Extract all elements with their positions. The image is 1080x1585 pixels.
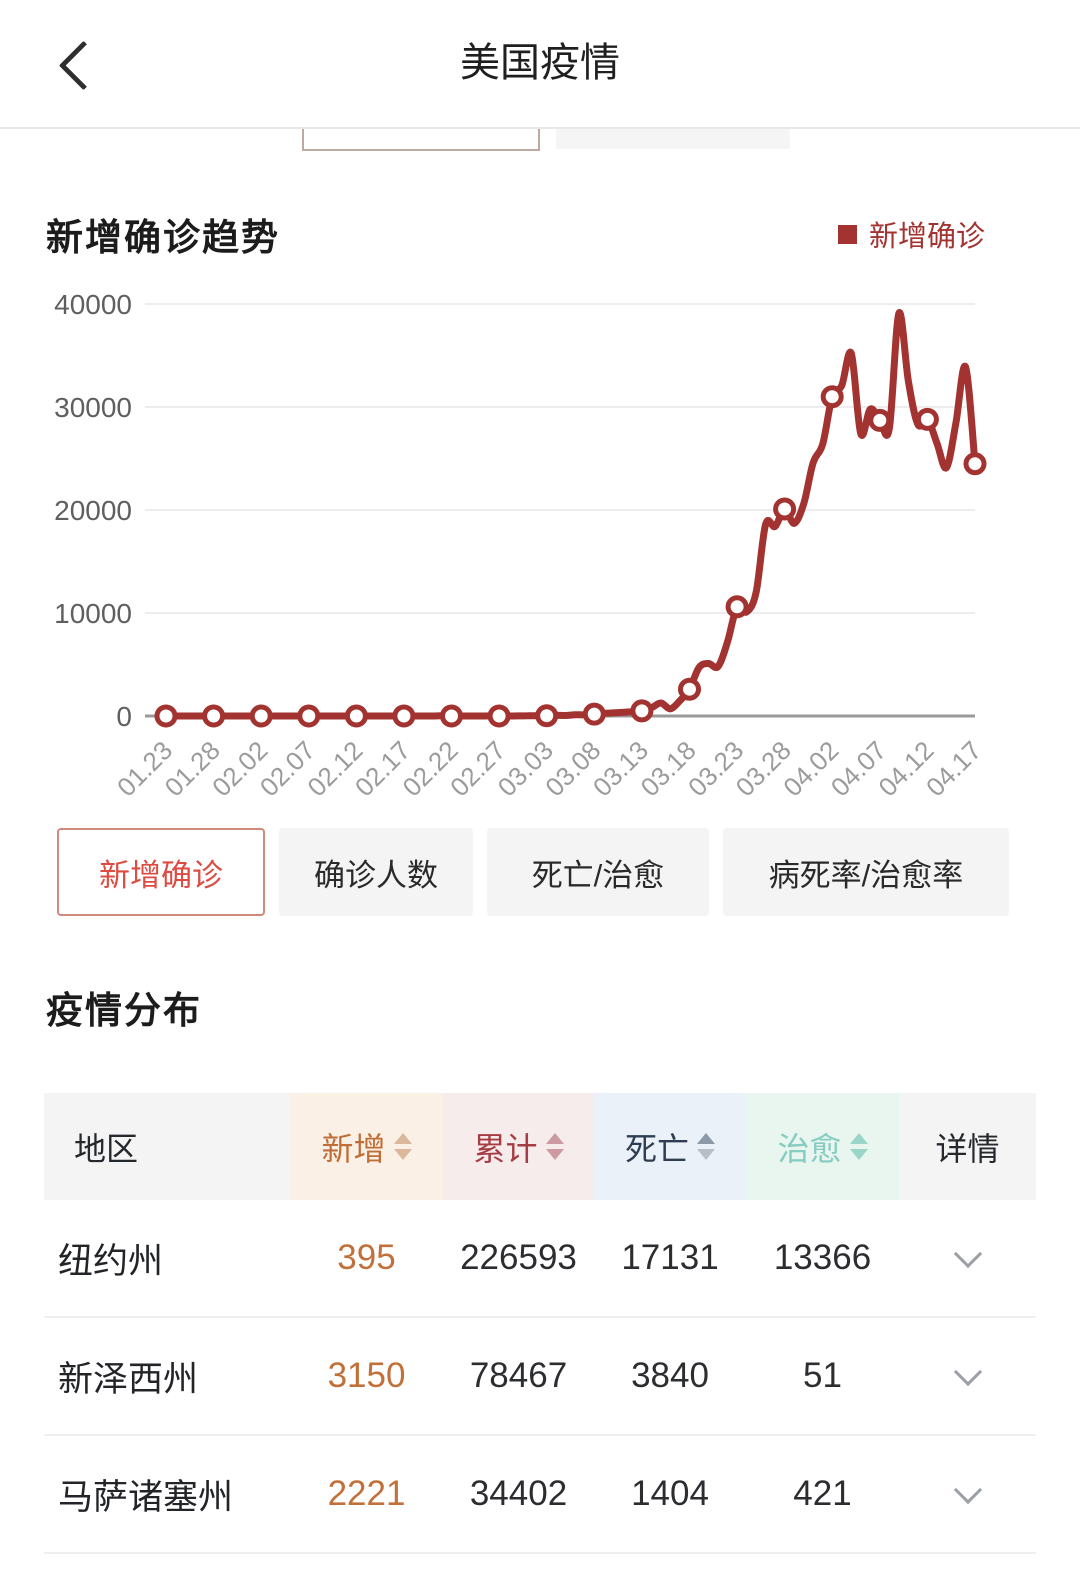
- chart-legend: 新增确诊: [837, 213, 985, 255]
- sort-icon: [545, 1133, 564, 1160]
- distribution-table: 地区 新增 累计 死亡 治愈 详情 纽约州 395 226593: [44, 1093, 1036, 1554]
- svg-text:04.02: 04.02: [777, 735, 844, 802]
- table-row: 纽约州 395 226593 17131 13366: [44, 1200, 1036, 1318]
- metric-tabs: 新增确诊 确诊人数 死亡/治愈 病死率/治愈率: [57, 828, 1009, 916]
- svg-text:04.07: 04.07: [825, 735, 892, 802]
- svg-text:03.28: 03.28: [730, 735, 797, 802]
- sort-icon: [697, 1133, 715, 1160]
- svg-text:04.17: 04.17: [920, 735, 987, 802]
- svg-text:03.03: 03.03: [492, 735, 559, 802]
- svg-text:02.22: 02.22: [397, 735, 464, 802]
- region-cell: 新泽西州: [58, 1359, 199, 1399]
- tab-fatality-cure-rate[interactable]: 病死率/治愈率: [723, 828, 1009, 916]
- partial-tab-unselected[interactable]: [556, 129, 790, 149]
- col-header-cured[interactable]: 治愈: [746, 1093, 899, 1200]
- cured-cell: 51: [803, 1356, 842, 1395]
- svg-text:03.18: 03.18: [634, 735, 701, 802]
- table-row: 马萨诸塞州 2221 34402 1404 421: [44, 1436, 1036, 1554]
- svg-text:02.02: 02.02: [206, 735, 273, 802]
- cured-cell: 421: [793, 1474, 852, 1513]
- chevron-left-icon: [58, 40, 109, 91]
- svg-text:01.23: 01.23: [111, 735, 178, 802]
- svg-text:20000: 20000: [54, 495, 132, 526]
- deaths-cell: 3840: [631, 1356, 709, 1395]
- col-header-cumulative-label: 累计: [473, 1130, 538, 1167]
- new-cell: 395: [337, 1238, 396, 1277]
- table-row: 新泽西州 3150 78467 3840 51: [44, 1318, 1036, 1436]
- col-header-deaths[interactable]: 死亡: [594, 1093, 746, 1200]
- nav-bar: 美国疫情: [0, 0, 1080, 127]
- svg-text:02.07: 02.07: [254, 735, 321, 802]
- legend-swatch: [837, 224, 857, 244]
- svg-text:0: 0: [116, 701, 132, 732]
- deaths-cell: 17131: [621, 1238, 719, 1277]
- chevron-down-icon: [953, 1357, 982, 1387]
- region-cell: 马萨诸塞州: [58, 1477, 234, 1517]
- expand-row-button[interactable]: [899, 1200, 1036, 1316]
- svg-text:04.12: 04.12: [872, 735, 939, 802]
- cured-cell: 13366: [773, 1238, 872, 1277]
- svg-text:03.13: 03.13: [587, 735, 654, 802]
- chevron-down-icon: [953, 1239, 982, 1269]
- svg-text:03.23: 03.23: [682, 735, 749, 802]
- table-header-row: 地区 新增 累计 死亡 治愈 详情: [44, 1093, 1036, 1200]
- expand-row-button[interactable]: [899, 1318, 1036, 1434]
- col-header-region: 地区: [74, 1130, 139, 1167]
- partial-tab-selected[interactable]: [302, 129, 540, 151]
- svg-text:01.28: 01.28: [159, 735, 226, 802]
- deaths-cell: 1404: [631, 1474, 709, 1513]
- cumulative-cell: 226593: [460, 1238, 577, 1277]
- new-cell: 3150: [327, 1356, 406, 1395]
- col-header-new[interactable]: 新增: [290, 1093, 443, 1200]
- svg-text:02.12: 02.12: [301, 735, 368, 802]
- col-header-new-label: 新增: [321, 1130, 386, 1167]
- region-cell: 纽约州: [58, 1241, 164, 1281]
- sort-icon: [393, 1133, 412, 1160]
- col-header-cumulative[interactable]: 累计: [443, 1093, 594, 1200]
- tab-deaths-cured[interactable]: 死亡/治愈: [487, 828, 709, 916]
- new-cell: 2221: [327, 1474, 406, 1513]
- chart-title: 新增确诊趋势: [46, 217, 280, 258]
- cumulative-cell: 78467: [469, 1356, 568, 1395]
- svg-text:40000: 40000: [54, 289, 132, 320]
- sort-icon: [849, 1133, 868, 1160]
- page-title: 美国疫情: [460, 41, 620, 85]
- section-title-distribution: 疫情分布: [46, 990, 202, 1031]
- tab-total-confirmed[interactable]: 确诊人数: [279, 828, 473, 916]
- back-button[interactable]: [44, 30, 114, 100]
- scrolled-segment-strip: [0, 127, 1080, 153]
- col-header-cured-label: 治愈: [777, 1130, 842, 1167]
- tab-new-confirmed[interactable]: 新增确诊: [57, 828, 265, 916]
- svg-text:02.27: 02.27: [444, 735, 511, 802]
- col-header-detail: 详情: [935, 1130, 1000, 1167]
- expand-row-button[interactable]: [899, 1436, 1036, 1552]
- svg-text:03.08: 03.08: [539, 735, 606, 802]
- col-header-deaths-label: 死亡: [624, 1130, 689, 1167]
- chevron-down-icon: [953, 1475, 982, 1505]
- cumulative-cell: 34402: [469, 1474, 568, 1513]
- chart-header: 新增确诊趋势 新增确诊: [0, 208, 1080, 260]
- svg-text:02.17: 02.17: [349, 735, 416, 802]
- trend-line-chart: 0 10000 20000 30000 40000 01.2301.2802.0202.0…: [54, 289, 987, 802]
- legend-label: 新增确诊: [868, 221, 985, 253]
- svg-text:10000: 10000: [54, 598, 132, 629]
- svg-text:30000: 30000: [54, 392, 132, 423]
